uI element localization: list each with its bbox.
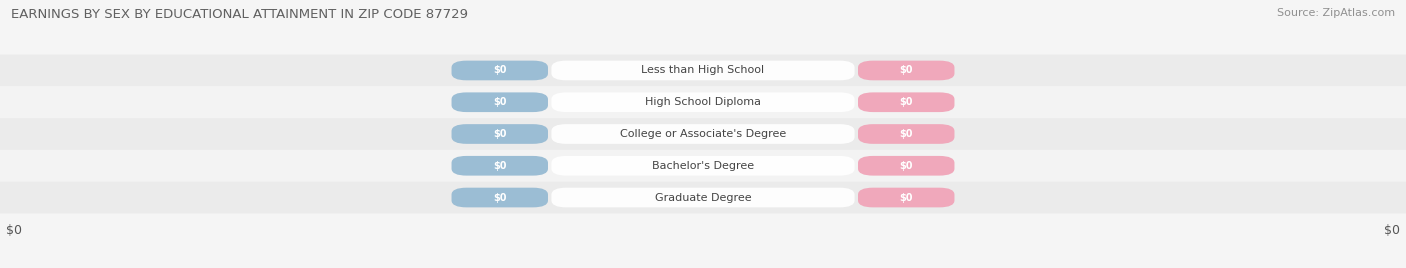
FancyBboxPatch shape xyxy=(0,55,1406,86)
FancyBboxPatch shape xyxy=(858,156,955,176)
Text: $0: $0 xyxy=(494,161,506,171)
FancyBboxPatch shape xyxy=(0,86,1406,118)
Text: $0: $0 xyxy=(494,192,506,203)
FancyBboxPatch shape xyxy=(0,150,1406,182)
FancyBboxPatch shape xyxy=(551,124,855,144)
Text: $0: $0 xyxy=(900,65,912,76)
FancyBboxPatch shape xyxy=(451,61,548,80)
Text: $0: $0 xyxy=(900,129,912,139)
Text: $0: $0 xyxy=(494,129,506,139)
FancyBboxPatch shape xyxy=(0,118,1406,150)
FancyBboxPatch shape xyxy=(551,188,855,207)
Text: $0: $0 xyxy=(900,161,912,171)
Text: Graduate Degree: Graduate Degree xyxy=(655,192,751,203)
FancyBboxPatch shape xyxy=(551,61,855,80)
FancyBboxPatch shape xyxy=(858,124,955,144)
Text: Bachelor's Degree: Bachelor's Degree xyxy=(652,161,754,171)
Text: Source: ZipAtlas.com: Source: ZipAtlas.com xyxy=(1277,8,1395,18)
FancyBboxPatch shape xyxy=(451,156,548,176)
Text: $0: $0 xyxy=(900,192,912,203)
FancyBboxPatch shape xyxy=(551,92,855,112)
Text: EARNINGS BY SEX BY EDUCATIONAL ATTAINMENT IN ZIP CODE 87729: EARNINGS BY SEX BY EDUCATIONAL ATTAINMEN… xyxy=(11,8,468,21)
FancyBboxPatch shape xyxy=(451,188,548,207)
FancyBboxPatch shape xyxy=(551,156,855,176)
Text: $0: $0 xyxy=(494,65,506,76)
FancyBboxPatch shape xyxy=(858,92,955,112)
FancyBboxPatch shape xyxy=(858,188,955,207)
FancyBboxPatch shape xyxy=(451,92,548,112)
FancyBboxPatch shape xyxy=(0,182,1406,213)
Text: $0: $0 xyxy=(494,97,506,107)
FancyBboxPatch shape xyxy=(451,124,548,144)
Text: College or Associate's Degree: College or Associate's Degree xyxy=(620,129,786,139)
Text: Less than High School: Less than High School xyxy=(641,65,765,76)
Text: $0: $0 xyxy=(900,97,912,107)
FancyBboxPatch shape xyxy=(858,61,955,80)
Text: High School Diploma: High School Diploma xyxy=(645,97,761,107)
